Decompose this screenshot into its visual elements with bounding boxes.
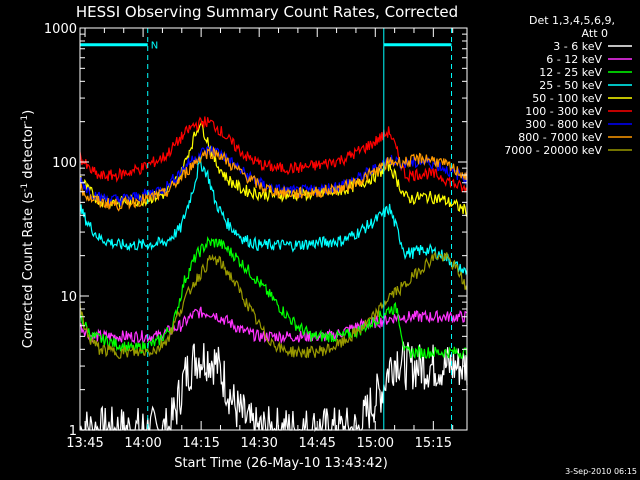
- y-tick-label: 1: [69, 424, 77, 439]
- legend-label-7: 300 - 800 keV: [525, 118, 602, 131]
- series-line-4: [79, 156, 468, 276]
- legend-label-3: 12 - 25 keV: [539, 66, 602, 79]
- chart-title: HESSI Observing Summary Count Rates, Cor…: [76, 3, 458, 21]
- y-axis-label-exp2: -1: [20, 115, 30, 124]
- x-tick-label: 15:00: [357, 436, 394, 451]
- legend-label-2: 6 - 12 keV: [546, 53, 602, 66]
- legend-label-4: 25 - 50 keV: [539, 79, 602, 92]
- legend-header-line-1: Det 1,3,4,5,6,9,: [529, 14, 615, 27]
- y-tick-label: 10: [60, 290, 77, 305]
- y-tick-label: 1000: [44, 22, 77, 37]
- y-tick-label: 100: [52, 156, 77, 171]
- legend-label-1: 3 - 6 keV: [553, 40, 602, 53]
- x-tick-label: 14:45: [298, 436, 335, 451]
- x-tick-label: 15:15: [415, 436, 452, 451]
- y-axis-label-end: ): [21, 110, 36, 115]
- y-axis-label-mid: detector: [21, 123, 36, 183]
- legend-label-5: 50 - 100 keV: [532, 92, 602, 105]
- legend-label-6: 100 - 300 keV: [525, 105, 602, 118]
- legend-label-8: 800 - 7000 keV: [518, 131, 602, 144]
- legend-label-9: 7000 - 20000 keV: [504, 144, 602, 157]
- coverage-bar-tag: N: [151, 41, 158, 52]
- y-axis-label: Corrected Count Rate (s-1 detector-1): [20, 110, 36, 348]
- legend-header-line-2: Att 0: [582, 27, 608, 40]
- axis-layer: 1 10 100 1000 13:45 14:00 14:15 14:30 14:45 15:00…: [44, 22, 467, 451]
- series-line-8: [79, 146, 468, 212]
- series-line-3: [79, 236, 468, 360]
- plot-frame: [79, 27, 468, 431]
- x-tick-label: 14:15: [182, 436, 219, 451]
- series-line-2: [79, 306, 468, 345]
- series-line-9: [79, 250, 468, 359]
- x-tick-label: 14:30: [240, 436, 277, 451]
- x-tick-label: 14:00: [124, 436, 161, 451]
- y-axis-label-main: Corrected Count Rate (s: [21, 192, 36, 349]
- y-axis-label-exp1: -1: [20, 183, 30, 192]
- x-tick-label: 13:45: [66, 436, 103, 451]
- x-axis-label: Start Time (26-May-10 13:43:42): [174, 456, 388, 471]
- timestamp-stamp: 3-Sep-2010 06:15: [565, 467, 637, 476]
